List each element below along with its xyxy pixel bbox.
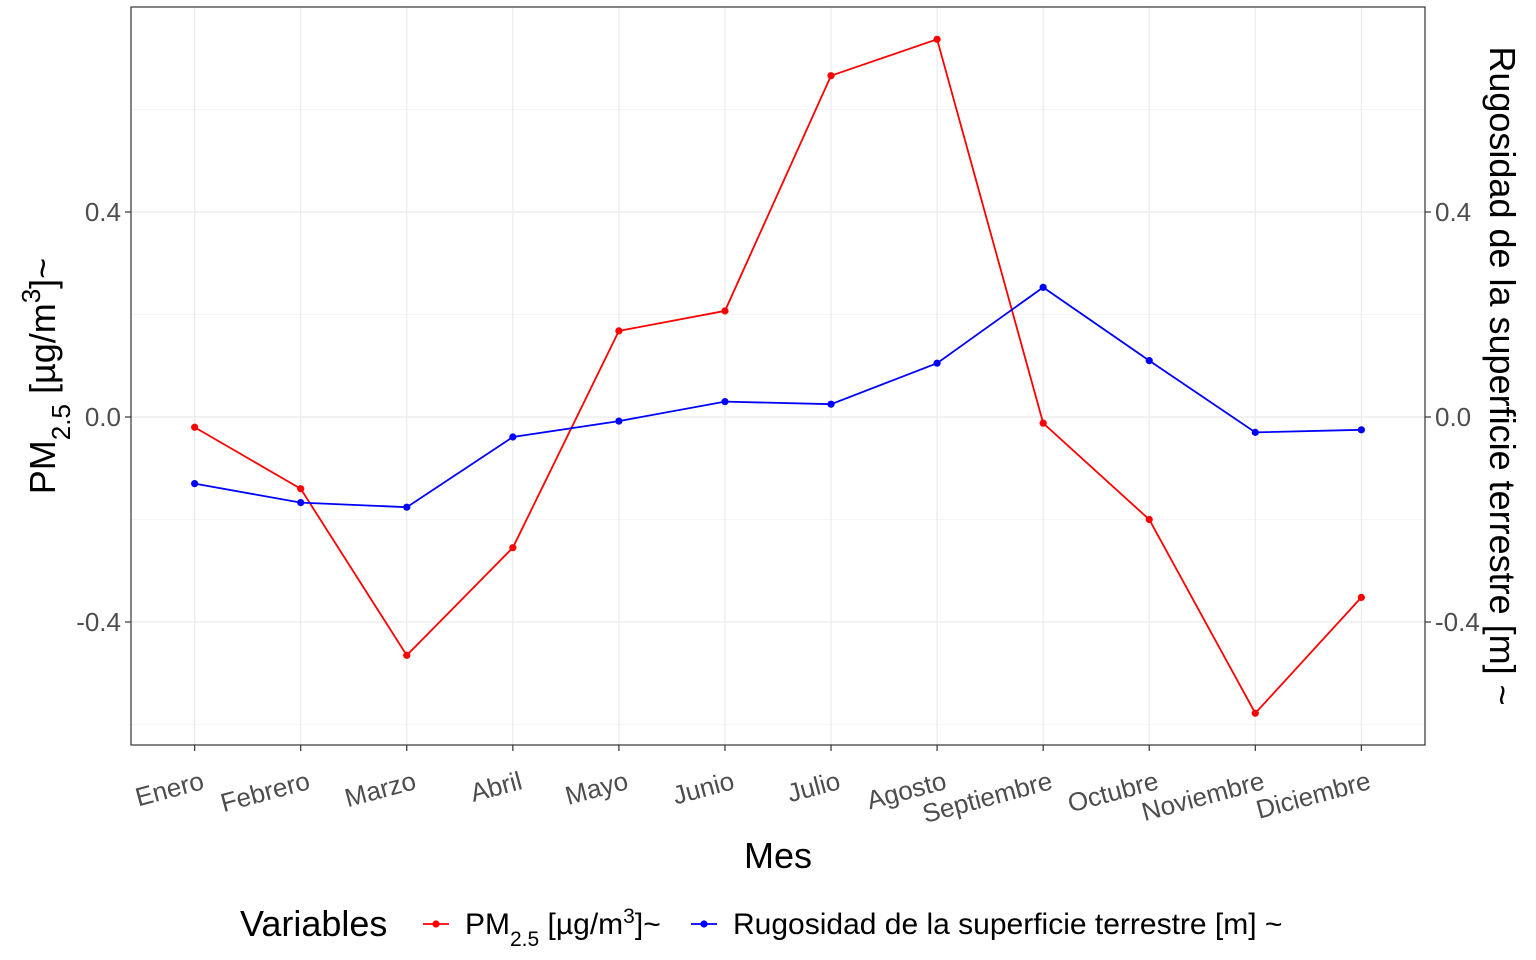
- x-tick-label: Diciembre: [1253, 765, 1374, 824]
- data-point-rugosidad: [721, 398, 729, 406]
- data-point-pm25: [933, 35, 941, 43]
- legend-label-pm25-unit: [µg/m: [539, 908, 623, 941]
- y2-tick-label: -0.4: [1435, 607, 1480, 637]
- data-point-rugosidad: [933, 359, 941, 367]
- legend-key-point: [432, 920, 440, 928]
- data-point-rugosidad: [403, 503, 411, 511]
- legend-key-rugosidad: [691, 920, 717, 928]
- data-point-rugosidad: [509, 433, 517, 441]
- data-point-pm25: [1039, 419, 1047, 427]
- data-point-rugosidad: [1039, 283, 1047, 291]
- data-point-rugosidad: [191, 480, 199, 488]
- y2-tick-label: 0.4: [1435, 197, 1471, 227]
- plot-panel-border: [130, 6, 1426, 746]
- legend-label-pm25: PM2.5 [µg/m3]~: [465, 905, 661, 951]
- x-tick-label: Mayo: [562, 765, 631, 810]
- data-point-pm25: [827, 72, 835, 80]
- data-point-pm25: [509, 544, 517, 552]
- x-tick-label: Enero: [132, 765, 207, 812]
- y-axis-title-base: PM: [22, 440, 63, 494]
- secondary-y-axis-title: Rugosidad de la superficie terrestre [m]…: [1482, 46, 1523, 705]
- y-axis-title: PM2.5 [µg/m3]~: [16, 258, 76, 494]
- series-line-pm25: [194, 38, 1363, 715]
- data-point-pm25: [403, 651, 411, 659]
- data-point-pm25: [1251, 709, 1259, 717]
- data-point-rugosidad: [297, 498, 305, 507]
- grid-lines: [131, 6, 1425, 745]
- y-tick-label: 0.4: [85, 197, 121, 227]
- x-tick-label: Abril: [467, 765, 525, 807]
- series-line-rugosidad: [194, 286, 1362, 509]
- data-point-pm25: [721, 307, 729, 315]
- legend-label-pm25-base: PM: [465, 908, 510, 941]
- x-tick-label: Febrero: [217, 765, 313, 818]
- y-axis-title-subscript: 2.5: [46, 404, 76, 440]
- y-axis-title-superscript: 3: [16, 289, 46, 303]
- legend-label-pm25-tail: ]~: [635, 908, 661, 941]
- data-point-pm25: [297, 485, 305, 493]
- axes: -0.4 -0.4 0.0 0.0 0.4 0.4 Enero Febrero Marzo Abr…: [76, 197, 1480, 829]
- y2-tick-label: 0.0: [1435, 402, 1471, 432]
- data-point-pm25: [615, 327, 623, 335]
- x-tick-label: Julio: [784, 765, 843, 808]
- y-axis-title-unit: [µg/m: [22, 303, 63, 404]
- data-point-rugosidad: [827, 400, 835, 408]
- data-point-rugosidad: [1251, 428, 1259, 436]
- y-axis-title-tail: ]~: [22, 258, 63, 289]
- data-point-pm25: [1145, 515, 1153, 524]
- data-point-rugosidad: [1357, 426, 1365, 434]
- data-point-pm25: [1357, 593, 1365, 602]
- data-point-pm25: [191, 423, 199, 431]
- legend-label-pm25-subscript: 2.5: [510, 928, 539, 951]
- y-tick-label: -0.4: [76, 607, 121, 637]
- x-tick-label: Junio: [669, 765, 737, 810]
- data-point-rugosidad: [615, 417, 623, 425]
- legend-key-pm25: [423, 920, 449, 928]
- y-tick-label: 0.0: [85, 402, 121, 432]
- legend-label-rugosidad: Rugosidad de la superficie terrestre [m]…: [733, 908, 1282, 941]
- legend-label-pm25-superscript: 3: [623, 905, 635, 928]
- legend-title: Variables: [240, 903, 387, 944]
- x-tick-label: Marzo: [341, 765, 419, 813]
- data-point-rugosidad: [1145, 357, 1153, 365]
- x-axis-title: Mes: [744, 835, 812, 876]
- legend: Variables PM2.5 [µg/m3]~ Rugosidad de la…: [240, 903, 1282, 951]
- legend-key-point: [700, 920, 708, 928]
- x-tick-label: Noviembre: [1138, 765, 1267, 827]
- series-lines: [191, 35, 1365, 717]
